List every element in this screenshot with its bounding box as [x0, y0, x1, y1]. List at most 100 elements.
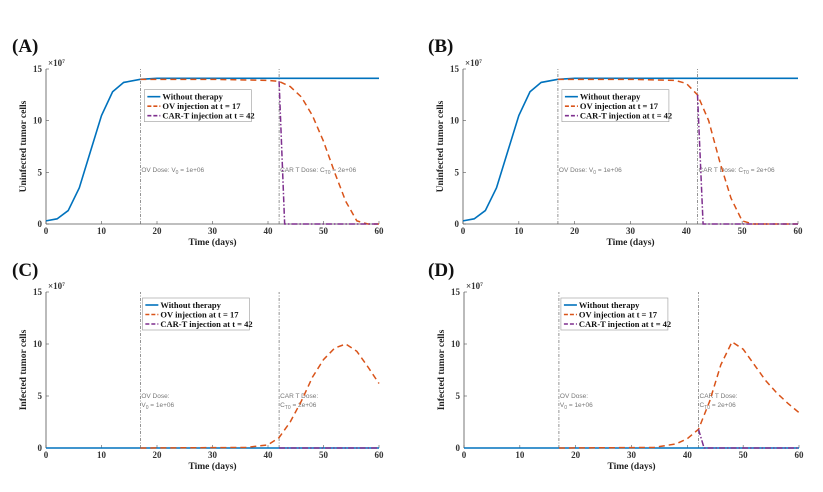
y-exponent: ×107	[466, 281, 483, 291]
legend-box	[560, 297, 669, 331]
x-tick-label: 20	[153, 226, 163, 236]
panel-d: (D) 0 10 20 30 40 50 60 0 5 10 15 ×107 Time (days) Inf…	[428, 260, 804, 472]
y-exponent: ×107	[48, 281, 65, 291]
y-axis-label: Uninfected tumor cells	[19, 100, 29, 192]
x-tick-label: 40	[264, 226, 274, 236]
dose-annotation: OV Dose:	[560, 393, 588, 400]
panel-b: (B) 0 10 20 30 40 50 60 0 5 10 15 ×107 Time (days) Uni…	[428, 36, 803, 248]
y-tick-label: 10	[33, 339, 43, 349]
dose-annotation: CT0 = 2e+06	[280, 402, 317, 411]
x-tick-label: 0	[44, 226, 49, 236]
panel-c: (C) 0 10 20 30 40 50 60 0 5 10 15 ×107 Time (days) Inf…	[12, 260, 384, 472]
x-tick-label: 20	[153, 450, 163, 460]
x-tick-label: 60	[795, 450, 805, 460]
y-tick-label: 15	[33, 287, 43, 297]
y-axis-label: Infected tumor cells	[437, 329, 447, 410]
x-tick-label: 30	[208, 226, 218, 236]
dose-annotation: OV Dose: V0 = 1e+06	[559, 167, 622, 176]
x-tick-label: 30	[627, 450, 637, 460]
series-line	[140, 343, 380, 449]
y-tick-label: 10	[33, 116, 43, 126]
series-line	[558, 340, 800, 449]
x-tick-label: 50	[319, 450, 329, 460]
y-tick-label: 0	[455, 219, 460, 229]
y-exponent: ×107	[48, 58, 65, 68]
panel-label: (D)	[428, 260, 454, 281]
y-tick-label: 0	[38, 219, 43, 229]
x-tick-label: 10	[97, 450, 107, 460]
legend-box	[561, 89, 670, 122]
dose-annotation: CAR T Dose:	[280, 393, 318, 400]
y-tick-label: 15	[33, 64, 43, 74]
x-tick-label: 0	[44, 450, 49, 460]
dose-annotation: CT0 = 2e+06	[700, 402, 737, 411]
legend-entry: Without therapy	[160, 300, 221, 310]
x-tick-label: 0	[462, 450, 467, 460]
x-tick-label: 0	[461, 226, 466, 236]
x-tick-label: 60	[375, 450, 385, 460]
x-axis-label: Time (days)	[607, 461, 655, 472]
legend-box	[142, 297, 250, 331]
legend-entry: OV injection at t = 17	[162, 101, 241, 111]
y-tick-label: 0	[456, 443, 461, 453]
x-tick-label: 60	[375, 226, 385, 236]
dose-annotation: OV Dose:	[141, 393, 169, 400]
x-axis-label: Time (days)	[606, 237, 654, 248]
y-tick-label: 5	[455, 167, 460, 177]
x-tick-label: 50	[738, 226, 748, 236]
x-tick-label: 40	[264, 450, 274, 460]
dose-annotation: CAR T Dose:	[700, 393, 738, 400]
y-exponent: ×107	[465, 58, 482, 68]
series-line	[278, 81, 379, 225]
dose-annotation: V0 = 1e+06	[560, 402, 593, 411]
x-tick-label: 10	[514, 226, 524, 236]
panel-a: (A) 0 10 20 30 40 50 60 0 5 10 15 ×107 Time (days) Uni…	[12, 36, 384, 248]
legend-entry: CAR-T injection at t = 42	[579, 319, 671, 329]
series-line	[557, 78, 798, 225]
dose-annotation: V0 = 1e+06	[141, 402, 174, 411]
x-axis-label: Time (days)	[188, 237, 236, 248]
legend-entry: Without therapy	[162, 92, 223, 102]
legend-entry: CAR-T injection at t = 42	[162, 111, 254, 121]
legend-entry: OV injection at t = 17	[580, 101, 659, 111]
dose-annotation: CAR T Dose: CT0 = 2e+06	[699, 167, 775, 176]
legend-entry: OV injection at t = 17	[160, 310, 239, 320]
x-tick-label: 40	[683, 450, 693, 460]
panel-label: (A)	[12, 36, 38, 57]
y-tick-label: 15	[451, 287, 461, 297]
y-tick-label: 0	[38, 443, 43, 453]
x-tick-label: 50	[319, 226, 329, 236]
x-axis-label: Time (days)	[188, 461, 236, 472]
x-tick-label: 20	[571, 450, 581, 460]
legend-entry: CAR-T injection at t = 42	[580, 111, 672, 121]
panel-label: (B)	[428, 36, 453, 57]
x-tick-label: 10	[515, 450, 525, 460]
dose-annotation: OV Dose: V0 = 1e+06	[141, 167, 204, 176]
legend-box	[144, 89, 252, 122]
x-tick-label: 40	[682, 226, 692, 236]
y-tick-label: 5	[38, 391, 43, 401]
x-tick-label: 60	[794, 226, 804, 236]
dose-annotation: CAR T Dose: CT0 = 2e+06	[280, 167, 356, 176]
x-tick-label: 10	[97, 226, 107, 236]
legend-entry: Without therapy	[580, 92, 641, 102]
x-tick-label: 30	[208, 450, 218, 460]
legend-entry: Without therapy	[579, 300, 640, 310]
x-tick-label: 20	[570, 226, 580, 236]
x-tick-label: 30	[626, 226, 636, 236]
y-tick-label: 5	[456, 391, 461, 401]
series-line	[140, 78, 379, 225]
y-tick-label: 15	[450, 64, 460, 74]
y-tick-label: 5	[38, 167, 43, 177]
y-axis-label: Infected tumor cells	[19, 329, 29, 410]
y-tick-label: 10	[451, 339, 461, 349]
y-tick-label: 10	[450, 116, 460, 126]
y-axis-label: Uninfected tumor cells	[436, 100, 446, 192]
series-line	[697, 429, 799, 449]
series-line	[696, 94, 798, 225]
